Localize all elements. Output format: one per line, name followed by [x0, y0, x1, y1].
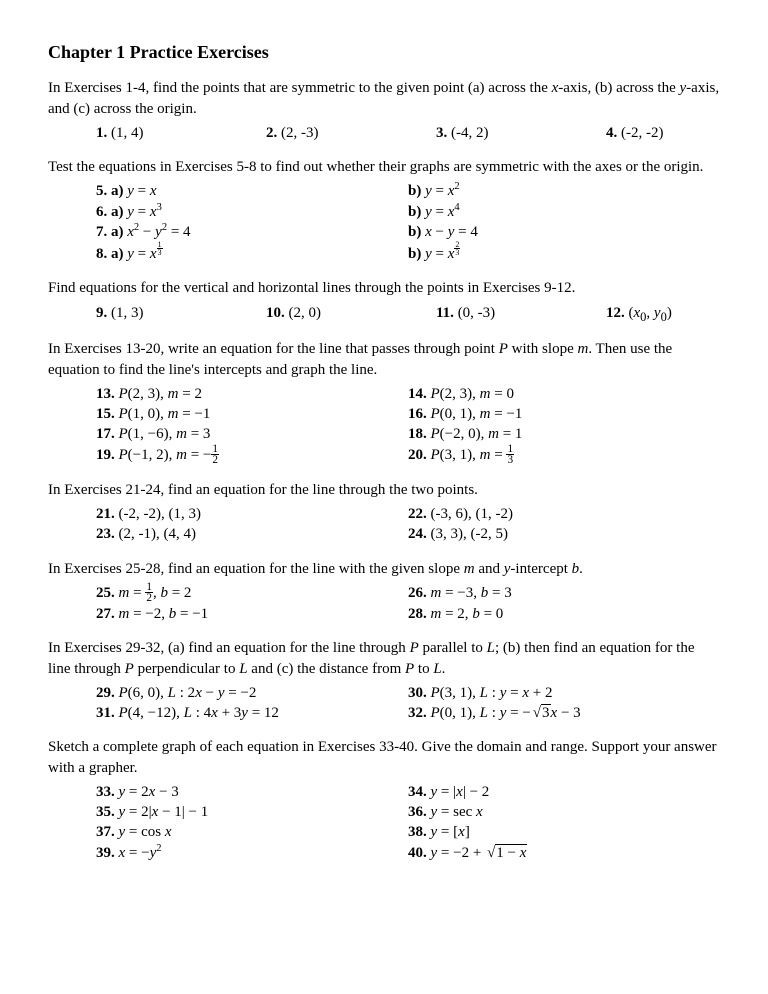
- intro-33-40: Sketch a complete graph of each equation…: [48, 737, 720, 778]
- page-title: Chapter 1 Practice Exercises: [48, 40, 720, 64]
- intro-9-12: Find equations for the vertical and hori…: [48, 278, 720, 298]
- section-9-12: Find equations for the vertical and hori…: [48, 278, 720, 325]
- section-1-4: In Exercises 1-4, find the points that a…: [48, 78, 720, 143]
- intro-13-20: In Exercises 13-20, write an equation fo…: [48, 339, 720, 380]
- section-21-24: In Exercises 21-24, find an equation for…: [48, 480, 720, 545]
- section-29-32: In Exercises 29-32, (a) find an equation…: [48, 638, 720, 723]
- intro-1-4: In Exercises 1-4, find the points that a…: [48, 78, 720, 119]
- intro-21-24: In Exercises 21-24, find an equation for…: [48, 480, 720, 500]
- section-33-40: Sketch a complete graph of each equation…: [48, 737, 720, 863]
- intro-29-32: In Exercises 29-32, (a) find an equation…: [48, 638, 720, 679]
- exercises-1-4-row: 1. (1, 4) 2. (2, -3) 3. (-4, 2) 4. (-2, …: [48, 123, 720, 143]
- intro-25-28: In Exercises 25-28, find an equation for…: [48, 559, 720, 579]
- section-25-28: In Exercises 25-28, find an equation for…: [48, 559, 720, 625]
- section-13-20: In Exercises 13-20, write an equation fo…: [48, 339, 720, 466]
- section-5-8: Test the equations in Exercises 5-8 to f…: [48, 157, 720, 264]
- intro-5-8: Test the equations in Exercises 5-8 to f…: [48, 157, 720, 177]
